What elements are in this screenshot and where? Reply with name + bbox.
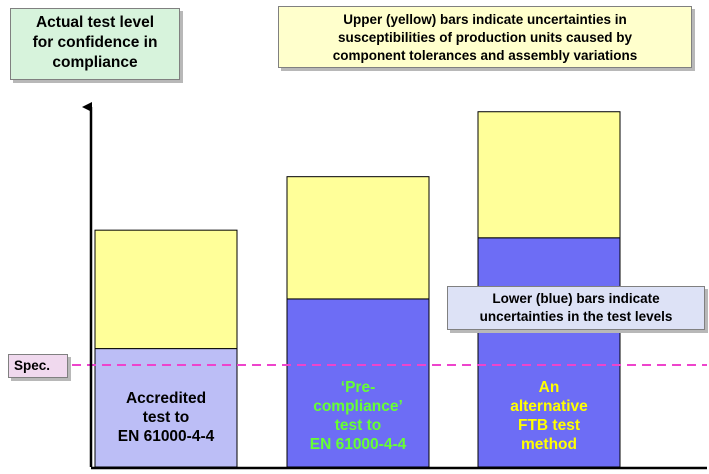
bar-accredited-upper	[94, 229, 238, 350]
bar-label-pre-compliance: ‘Pre- compliance’ test to EN 61000-4-4	[309, 379, 407, 453]
bar-ftb-method-lower	[477, 237, 621, 468]
y-axis-label: Actual test level for confidence in comp…	[10, 8, 180, 80]
lower-bars-annotation: Lower (blue) bars indicate uncertainties…	[447, 286, 705, 330]
bar-ftb-method-upper	[477, 111, 621, 239]
bar-pre-compliance-upper	[286, 176, 430, 300]
bar-label-ftb-method: An alternative FTB test method	[510, 379, 588, 453]
bars	[94, 111, 621, 468]
bar-label-accredited: Accredited test to EN 61000-4-4	[117, 390, 215, 445]
upper-bars-annotation: Upper (yellow) bars indicate uncertainti…	[278, 6, 692, 68]
bar-accredited-lower	[94, 348, 238, 468]
spec-label: Spec.	[8, 354, 68, 378]
